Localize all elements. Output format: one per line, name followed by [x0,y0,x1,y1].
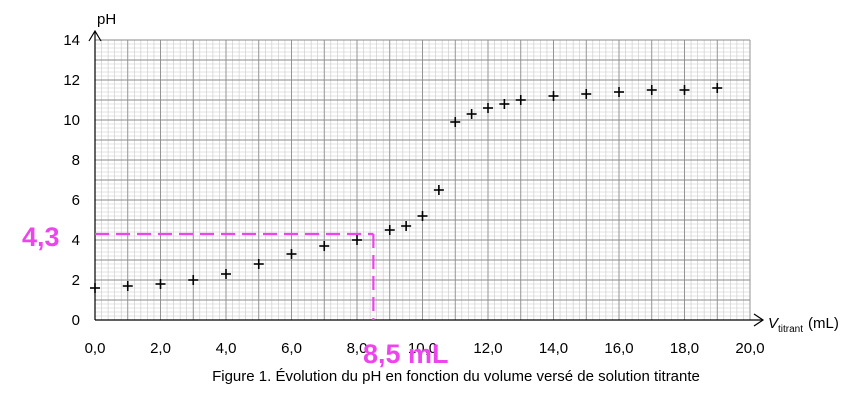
x-tick-label: 2,0 [150,340,171,357]
x-tick-label: 12,0 [473,340,502,357]
data-points [90,83,723,293]
annotation-guides [95,232,375,320]
x-tick-label: 14,0 [539,340,568,357]
x-tick-label: 4,0 [216,340,237,357]
x-axis-label: Vtitrant (mL) [768,315,839,335]
y-tick-label: 2 [72,272,80,289]
data-point [221,269,231,279]
data-point [433,185,444,195]
y-tick-label: 8 [72,152,80,169]
y-tick-label: 12 [63,72,80,89]
figure-caption: Figure 1. Évolution du pH en fonction du… [212,368,700,385]
data-point [253,259,264,269]
data-point [499,99,510,109]
x-axis-label-unit: (mL) [808,315,839,332]
axes [88,29,765,327]
y-tick-label: 14 [63,32,80,49]
x-axis-label-subscript: titrant [778,324,803,335]
data-point [581,89,592,99]
x-tick-label: 8,0 [347,340,368,357]
y-axis-label: pH [97,11,116,28]
data-point [188,275,199,285]
data-point [122,281,133,291]
data-point [679,85,690,95]
x-tick-label: 20,0 [735,340,764,357]
data-point [614,87,624,97]
y-tick-label: 10 [63,112,80,129]
y-tick-label: 4 [72,232,80,249]
y-tick-label: 0 [72,312,80,329]
data-point [483,103,493,113]
data-point [286,249,297,259]
x-axis-arrow [753,313,765,327]
x-tick-label: 0,0 [85,340,106,357]
data-point [548,91,559,101]
data-point [712,83,723,93]
data-point [352,235,362,245]
data-point [90,283,100,293]
data-point [401,221,412,231]
y-annotation-label: 4,3 [22,222,60,252]
data-point [450,117,461,127]
y-tick-labels: 0 2 4 6 8 10 12 14 [63,32,80,329]
y-tick-label: 6 [72,192,80,209]
y-axis-arrow [88,29,102,42]
x-tick-label: 6,0 [281,340,302,357]
data-point [155,279,166,289]
x-tick-label: 10,0 [408,340,437,357]
data-point [515,95,526,105]
data-point [466,109,477,119]
x-annotation-label: 8,5 mL [363,339,449,369]
data-point [319,241,330,251]
data-point [417,211,428,221]
x-tick-labels: 0,0 2,0 4,0 6,0 8,0 10,0 12,0 14,0 16,0 18,0 20,0 [85,340,765,357]
x-tick-label: 18,0 [670,340,699,357]
x-tick-label: 16,0 [604,340,633,357]
data-point [646,85,657,95]
x-axis-label-main: V [768,315,780,332]
data-point [384,225,395,235]
